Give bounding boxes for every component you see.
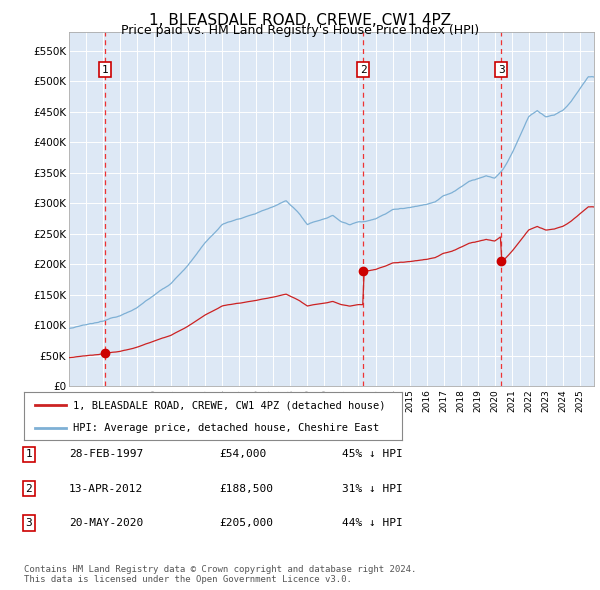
Text: 20-MAY-2020: 20-MAY-2020 — [69, 518, 143, 527]
Text: 45% ↓ HPI: 45% ↓ HPI — [342, 450, 403, 459]
Text: £54,000: £54,000 — [219, 450, 266, 459]
Text: 1, BLEASDALE ROAD, CREWE, CW1 4PZ (detached house): 1, BLEASDALE ROAD, CREWE, CW1 4PZ (detac… — [73, 400, 386, 410]
Text: 2: 2 — [25, 484, 32, 493]
Text: 44% ↓ HPI: 44% ↓ HPI — [342, 518, 403, 527]
Text: 13-APR-2012: 13-APR-2012 — [69, 484, 143, 493]
Text: HPI: Average price, detached house, Cheshire East: HPI: Average price, detached house, Ches… — [73, 423, 379, 432]
Text: 1, BLEASDALE ROAD, CREWE, CW1 4PZ: 1, BLEASDALE ROAD, CREWE, CW1 4PZ — [149, 13, 451, 28]
Text: 31% ↓ HPI: 31% ↓ HPI — [342, 484, 403, 493]
Text: £188,500: £188,500 — [219, 484, 273, 493]
Text: 28-FEB-1997: 28-FEB-1997 — [69, 450, 143, 459]
Text: Price paid vs. HM Land Registry's House Price Index (HPI): Price paid vs. HM Land Registry's House … — [121, 24, 479, 37]
Text: £205,000: £205,000 — [219, 518, 273, 527]
Text: 1: 1 — [102, 65, 109, 74]
Text: 3: 3 — [498, 65, 505, 74]
Text: 3: 3 — [25, 518, 32, 527]
Text: Contains HM Land Registry data © Crown copyright and database right 2024.
This d: Contains HM Land Registry data © Crown c… — [24, 565, 416, 584]
Text: 2: 2 — [360, 65, 367, 74]
Text: 1: 1 — [25, 450, 32, 459]
